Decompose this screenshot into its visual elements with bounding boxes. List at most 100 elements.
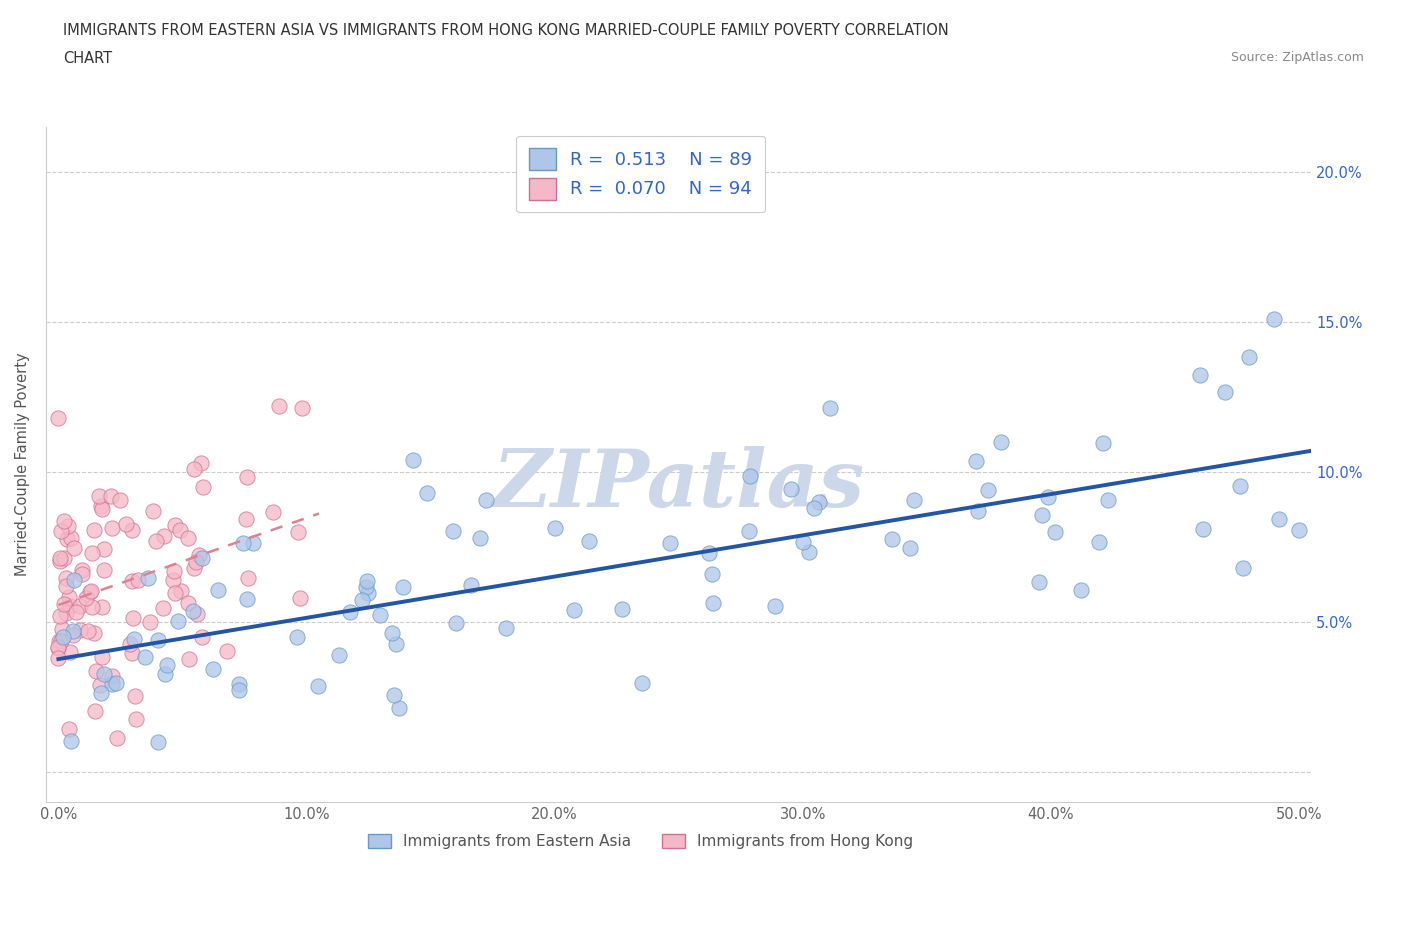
Point — [75, 591, 97, 605]
Point — [72, 566, 94, 581]
Point — [658, 535, 681, 550]
Point — [55, 605, 77, 620]
Point — [87, 488, 110, 503]
Point — [124, 689, 146, 704]
Point — [48, 411, 70, 426]
Point — [52, 551, 75, 565]
Point — [63, 540, 86, 555]
Point — [163, 585, 186, 600]
Point — [564, 603, 586, 618]
Point — [59, 644, 82, 659]
Point — [101, 521, 124, 536]
Point — [146, 735, 169, 750]
Point — [91, 649, 114, 664]
Point — [52, 596, 75, 611]
Point — [55, 571, 77, 586]
Point — [357, 585, 380, 600]
Point — [145, 533, 167, 548]
Point — [100, 677, 122, 692]
Point — [1188, 367, 1211, 382]
Point — [48, 608, 70, 623]
Point — [1263, 312, 1285, 326]
Point — [152, 601, 174, 616]
Point — [416, 485, 439, 500]
Point — [69, 623, 91, 638]
Point — [141, 504, 163, 519]
Point — [1288, 523, 1310, 538]
Text: IMMIGRANTS FROM EASTERN ASIA VS IMMIGRANTS FROM HONG KONG MARRIED-COUPLE FAMILY : IMMIGRANTS FROM EASTERN ASIA VS IMMIGRAN… — [63, 23, 949, 38]
Legend: Immigrants from Eastern Asia, Immigrants from Hong Kong: Immigrants from Eastern Asia, Immigrants… — [363, 829, 920, 856]
Point — [215, 644, 238, 658]
Point — [183, 560, 205, 575]
Point — [48, 634, 70, 649]
Point — [83, 703, 105, 718]
Point — [190, 456, 212, 471]
Point — [1229, 479, 1251, 494]
Point — [779, 482, 801, 497]
Point — [402, 453, 425, 468]
Point — [93, 541, 115, 556]
Point — [186, 606, 208, 621]
Point — [184, 554, 207, 569]
Point — [80, 546, 103, 561]
Point — [702, 596, 724, 611]
Point — [578, 533, 600, 548]
Point — [1267, 512, 1289, 527]
Point — [166, 614, 188, 629]
Point — [181, 604, 204, 618]
Point — [169, 523, 191, 538]
Point — [1031, 508, 1053, 523]
Point — [631, 676, 654, 691]
Point — [1232, 560, 1254, 575]
Point — [146, 632, 169, 647]
Point — [60, 733, 83, 748]
Point — [235, 512, 257, 526]
Point — [153, 528, 176, 543]
Point — [156, 658, 179, 672]
Point — [62, 573, 84, 588]
Point — [120, 636, 142, 651]
Point — [49, 554, 72, 569]
Point — [1088, 535, 1111, 550]
Point — [139, 615, 162, 630]
Point — [90, 501, 112, 516]
Point — [80, 584, 103, 599]
Point — [90, 499, 112, 514]
Point — [55, 532, 77, 547]
Point — [285, 630, 308, 644]
Y-axis label: Married-Couple Family Poverty: Married-Couple Family Poverty — [15, 352, 30, 577]
Point — [84, 663, 107, 678]
Point — [990, 434, 1012, 449]
Text: CHART: CHART — [63, 51, 112, 66]
Point — [56, 519, 79, 534]
Point — [381, 625, 404, 640]
Point — [51, 633, 73, 648]
Point — [1239, 350, 1261, 365]
Point — [1091, 435, 1114, 450]
Point — [898, 540, 921, 555]
Point — [58, 590, 80, 604]
Point — [58, 722, 80, 737]
Point — [89, 677, 111, 692]
Point — [392, 579, 415, 594]
Point — [76, 623, 98, 638]
Point — [228, 677, 250, 692]
Point — [59, 599, 82, 614]
Point — [368, 607, 391, 622]
Point — [354, 579, 377, 594]
Point — [291, 401, 314, 416]
Point — [93, 666, 115, 681]
Point — [122, 631, 145, 646]
Point — [697, 546, 720, 561]
Point — [328, 647, 350, 662]
Point — [134, 650, 156, 665]
Point — [228, 683, 250, 698]
Point — [356, 574, 378, 589]
Point — [121, 523, 143, 538]
Point — [155, 667, 177, 682]
Point — [177, 531, 200, 546]
Point — [70, 563, 93, 578]
Point — [495, 620, 517, 635]
Point — [474, 493, 496, 508]
Point — [441, 524, 464, 538]
